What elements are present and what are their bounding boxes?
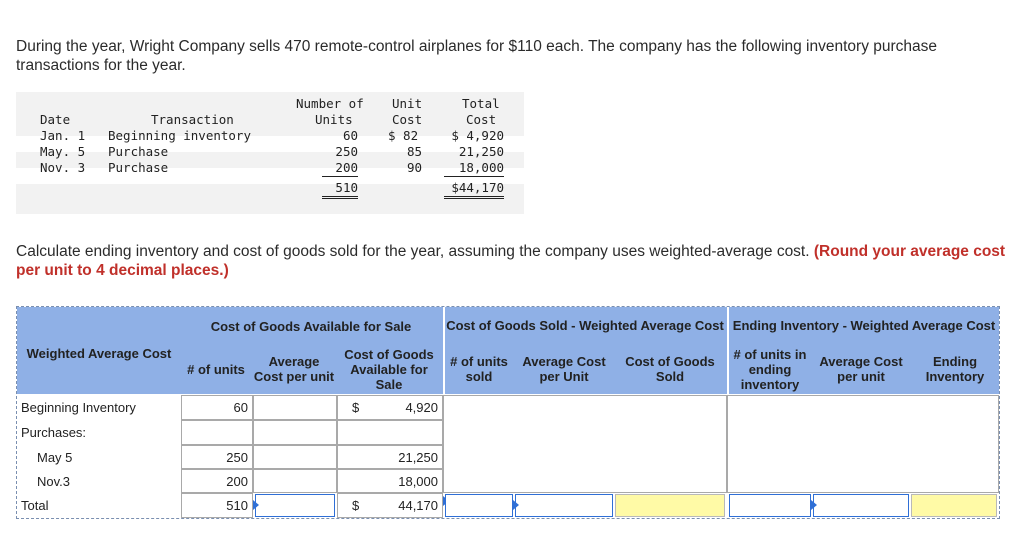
col-header-avg-cost-per-unit: Average Cost per unit	[819, 354, 903, 384]
purchase-data-table: Date Transaction Number of Units Unit Co…	[16, 92, 524, 214]
currency-symbol: $	[352, 400, 360, 415]
col-header-transaction: Transaction	[151, 112, 234, 127]
ending-inventory-input[interactable]	[911, 494, 997, 517]
purchases-cost	[337, 420, 443, 445]
row-label-purchases: Purchases:	[21, 424, 87, 440]
nov-avg-cost	[253, 469, 337, 493]
ending-section-empty	[727, 395, 999, 493]
row-unit-cost: 85	[406, 144, 422, 159]
row-stripe	[16, 168, 524, 184]
col-header-cogas: Cost of Goods Available for Sale	[344, 346, 434, 392]
group-header-cogs: Cost of Goods Sold - Weighted Average Co…	[446, 317, 724, 333]
total-units: 510	[181, 493, 253, 518]
col-header-avg-cost-unit: Average Cost per Unit	[522, 354, 606, 384]
row-date: May. 5	[40, 144, 86, 159]
cogs-avg-cost-input[interactable]	[515, 494, 613, 517]
col-header-date: Date	[40, 112, 71, 127]
row-transaction: Purchase	[108, 160, 169, 175]
currency-symbol: $	[352, 498, 360, 513]
ending-avg-cost-input[interactable]	[813, 494, 909, 517]
row-total-cost: 18,000	[444, 160, 504, 177]
purchases-units	[181, 420, 253, 445]
total-cost-cell: $ 44,170	[337, 493, 443, 518]
row-units: 60	[342, 128, 358, 143]
col-header-unitcost-line1: Unit	[392, 96, 423, 111]
may-units: 250	[181, 445, 253, 469]
input-arrow-icon	[253, 500, 259, 510]
col-header-cogs: Cost of Goods Sold	[625, 354, 715, 384]
total-cost: $44,170	[444, 180, 504, 199]
row-transaction: Beginning inventory	[108, 128, 251, 143]
header-divider	[443, 307, 445, 394]
col-header-units-sold: # of units sold	[450, 354, 508, 384]
row-label-beginning: Beginning Inventory	[21, 399, 136, 415]
nov-units: 200	[181, 469, 253, 493]
header-background	[17, 307, 999, 394]
problem-intro: During the year, Wright Company sells 47…	[16, 38, 938, 74]
col-header-units-ending: # of units in ending inventory	[733, 346, 807, 392]
col-header-units: # of units	[187, 361, 245, 377]
row-units: 250	[335, 144, 358, 159]
col-header-unitcost-line2: Cost	[392, 112, 423, 127]
units-ending-input[interactable]	[729, 494, 811, 517]
row-date: Jan. 1	[40, 128, 86, 143]
total-cost: 44,170	[398, 498, 438, 513]
units-sold-input[interactable]	[445, 494, 513, 517]
header-divider	[727, 307, 729, 394]
group-header-ending: Ending Inventory - Weighted Average Cost	[732, 317, 996, 333]
row-transaction: Purchase	[108, 144, 169, 159]
row-total-cost: $ 4,920	[451, 128, 504, 143]
beginning-avg-cost	[253, 395, 337, 420]
question-main: Calculate ending inventory and cost of g…	[16, 243, 810, 260]
cogs-total-input[interactable]	[615, 494, 725, 517]
row-unit-cost: $ 82	[388, 128, 419, 143]
nov-cost: 18,000	[337, 469, 443, 493]
group-header-available: Cost of Goods Available for Sale	[210, 318, 412, 334]
col-header-totalcost-line2: Cost	[466, 112, 497, 127]
beginning-cost: 4,920	[405, 400, 438, 415]
col-header-units-line2: Units	[315, 112, 353, 127]
row-header-weighted-average: Weighted Average Cost	[26, 345, 172, 361]
input-arrow-icon	[513, 500, 519, 510]
col-header-ending-inventory: Ending Inventory	[925, 354, 985, 384]
may-avg-cost	[253, 445, 337, 469]
col-header-avg-cost: Average Cost per unit	[253, 354, 335, 384]
row-total-cost: 21,250	[458, 144, 504, 159]
row-label-total: Total	[21, 497, 49, 513]
row-unit-cost: 90	[406, 160, 422, 175]
total-units: 510	[322, 180, 358, 199]
row-units: 200	[322, 160, 358, 177]
row-date: Nov. 3	[40, 160, 86, 175]
cogs-section-empty	[443, 395, 727, 493]
row-stripe	[16, 136, 524, 152]
row-label-nov: Nov.3	[37, 473, 70, 489]
col-header-totalcost-line1: Total	[462, 96, 500, 111]
input-arrow-icon	[811, 500, 817, 510]
purchases-avg-cost	[253, 420, 337, 445]
beginning-cost-cell: $ 4,920	[337, 395, 443, 420]
col-header-units-line1: Number of	[296, 96, 364, 111]
row-label-may: May 5	[37, 449, 73, 465]
question-rounding-note: (Round your average cost per unit to 4 d…	[16, 243, 1006, 279]
beginning-units: 60	[181, 395, 253, 420]
weighted-average-answer-table: Cost of Goods Available for Sale Cost of…	[16, 306, 1000, 519]
question-text: Calculate ending inventory and cost of g…	[16, 242, 1016, 280]
total-avg-cost-input[interactable]	[255, 494, 335, 517]
may-cost: 21,250	[337, 445, 443, 469]
